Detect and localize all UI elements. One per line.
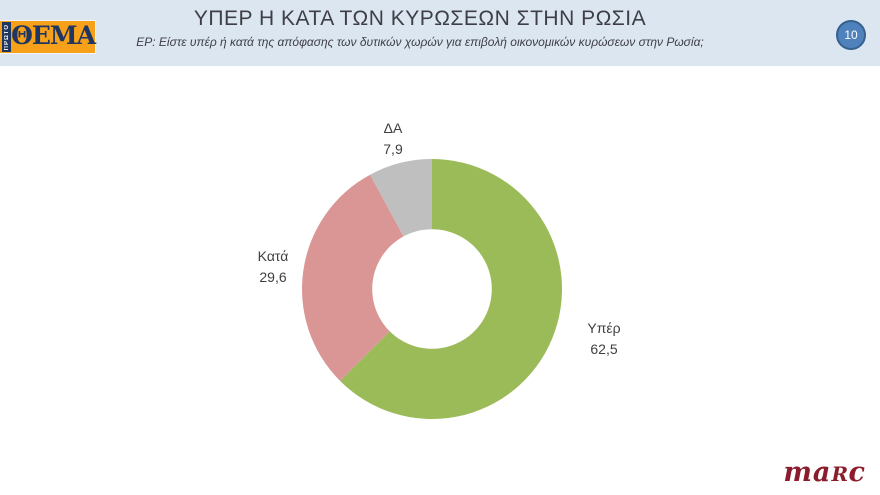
slice-value: 62,5 (590, 341, 618, 357)
page-title: ΥΠΕΡ Η ΚΑΤΑ ΤΩΝ ΚΥΡΩΣΕΩΝ ΣΤΗΝ ΡΩΣΙΑ (193, 7, 647, 30)
donut-chart-svg (302, 159, 563, 419)
marc-logo-part1: ma (783, 457, 832, 488)
donut-slice-ΔΑ (370, 159, 432, 237)
donut-slice-Κατά (302, 174, 404, 381)
donut-slice-Υπέρ (340, 159, 563, 419)
slice-label-da: ΔΑ 7,9 (348, 118, 438, 160)
protothema-logo: ΠΡΩΤΟ ΘΕΜΑ (0, 21, 96, 53)
protothema-logo-strip: ΠΡΩΤΟ (2, 22, 12, 52)
slice-value: 7,9 (383, 141, 403, 157)
protothema-logo-vertical-text: ΠΡΩΤΟ (3, 23, 10, 51)
title-block: ΥΠΕΡ Η ΚΑΤΑ ΤΩΝ ΚΥΡΩΣΕΩΝ ΣΤΗΝ ΡΩΣΙΑ ΕΡ: … (60, 6, 780, 50)
protothema-logo-text: ΘΕΜΑ (11, 21, 96, 50)
slice-name: ΔΑ (383, 120, 403, 136)
slice-label-yper: Υπέρ 62,5 (559, 318, 649, 360)
page-number-badge: 10 (836, 20, 866, 50)
slice-label-kata: Κατά 29,6 (228, 246, 318, 288)
page-subtitle: ΕΡ: Είστε υπέρ ή κατά της απόφασης των δ… (136, 35, 704, 49)
slice-name: Υπέρ (587, 320, 621, 336)
slice-name: Κατά (257, 248, 289, 264)
slice-value: 29,6 (259, 269, 287, 285)
header-band: ΠΡΩΤΟ ΘΕΜΑ ΥΠΕΡ Η ΚΑΤΑ ΤΩΝ ΚΥΡΩΣΕΩΝ ΣΤΗΝ… (0, 0, 880, 66)
marc-logo: maRc (783, 458, 866, 489)
marc-logo-part3: c (848, 457, 866, 488)
marc-logo-part2: R (831, 462, 849, 486)
donut-chart: ΔΑ 7,9 Κατά 29,6 Υπέρ 62,5 (0, 66, 880, 446)
